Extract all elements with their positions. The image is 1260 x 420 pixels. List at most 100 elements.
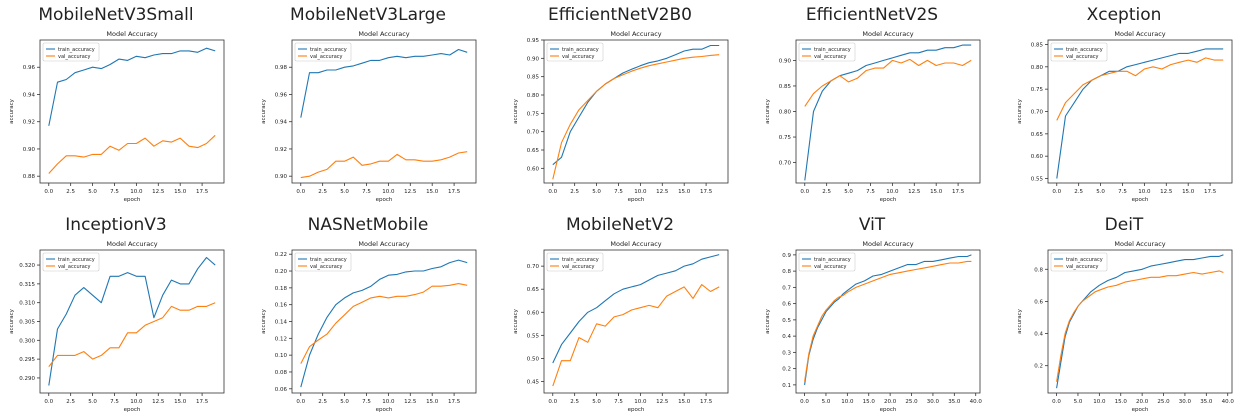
- y-tick-label: 0.88: [23, 174, 36, 180]
- y-tick-label: 0.65: [527, 148, 540, 154]
- train-accuracy-line: [300, 259, 468, 388]
- legend-label: val_accuracy: [58, 54, 91, 60]
- y-tick-label: 0.55: [527, 333, 540, 339]
- x-tick-label: 30.0: [927, 399, 940, 405]
- legend-label: train_accuracy: [1066, 47, 1103, 53]
- x-tick-label: 15.0: [930, 189, 943, 195]
- y-tick-label: 0.55: [1031, 177, 1044, 183]
- y-tick-label: 0.290: [19, 376, 35, 382]
- val-accuracy-line: [804, 58, 972, 107]
- y-tick-label: 0.1: [782, 383, 791, 389]
- accuracy-line-chart: Model Accuracy 0.290 0.295 0.300 0.305 0.310 0…: [9, 240, 225, 413]
- val-accuracy-line: [1056, 270, 1224, 382]
- x-tick-label: 30.0: [1179, 399, 1192, 405]
- y-tick-label: 0.12: [275, 336, 287, 342]
- x-tick-label: 5.0: [88, 189, 97, 195]
- x-tick-label: 0.0: [296, 399, 305, 405]
- x-tick-label: 15.0: [678, 189, 691, 195]
- x-tick-label: 10.0: [130, 189, 143, 195]
- legend-box: [294, 42, 352, 62]
- x-tick-label: 2.5: [318, 399, 327, 405]
- x-tick-label: 17.5: [196, 399, 209, 405]
- accuracy-line-chart: Model Accuracy 0.88 0.90 0.92 0.94 0.96 0.0 2.5…: [9, 30, 225, 203]
- x-tick-label: 12.5: [656, 399, 669, 405]
- chart-title: Model Accuracy: [610, 30, 661, 38]
- y-axis-label: accuracy: [513, 308, 519, 334]
- x-tick-label: 5.0: [592, 189, 601, 195]
- accuracy-line-chart: Model Accuracy 0.70 0.75 0.80 0.85 0.90 0.0 2.5…: [765, 30, 981, 203]
- legend-label: val_accuracy: [310, 264, 343, 270]
- legend-box: [42, 252, 100, 272]
- x-tick-label: 5.0: [592, 399, 601, 405]
- x-tick-label: 15.0: [426, 189, 439, 195]
- chart-title: Model Accuracy: [862, 30, 913, 38]
- x-tick-label: 10.0: [1093, 399, 1106, 405]
- y-tick-label: 0.60: [527, 310, 540, 316]
- x-tick-label: 2.5: [570, 189, 579, 195]
- y-tick-label: 0.80: [527, 93, 540, 99]
- x-tick-label: 5.0: [1096, 189, 1105, 195]
- val-accuracy-line: [552, 284, 720, 387]
- x-tick-label: 17.5: [952, 189, 965, 195]
- model-name-heading: Xception: [1086, 5, 1162, 25]
- legend-label: val_accuracy: [310, 54, 343, 60]
- train-accuracy-line: [300, 48, 468, 118]
- train-accuracy-line: [1056, 254, 1224, 389]
- y-tick-label: 0.65: [527, 287, 540, 293]
- train-accuracy-line: [48, 47, 216, 126]
- y-tick-label: 0.16: [275, 303, 288, 309]
- y-axis-label: accuracy: [1017, 308, 1023, 334]
- x-tick-label: 15.0: [1182, 189, 1195, 195]
- x-tick-label: 35.0: [1200, 399, 1213, 405]
- x-tick-label: 12.5: [404, 399, 417, 405]
- x-tick-label: 20.0: [1136, 399, 1149, 405]
- legend-label: train_accuracy: [58, 47, 95, 53]
- x-axis-label: epoch: [880, 197, 897, 203]
- x-tick-label: 12.5: [908, 189, 921, 195]
- plot-frame: [543, 249, 729, 394]
- x-tick-label: 17.5: [1204, 189, 1217, 195]
- chart-panel: ViT Model Accuracy 0.1 0.2 0.3 0.4 0.5 0.6 0.7 0.…: [756, 210, 1008, 420]
- x-tick-label: 10.0: [1138, 189, 1151, 195]
- model-name-heading: MobileNetV2: [565, 215, 675, 235]
- x-tick-label: 7.5: [614, 399, 623, 405]
- model-name-heading: InceptionV3: [65, 215, 167, 235]
- y-axis-label: accuracy: [261, 308, 267, 334]
- x-tick-label: 5.0: [1074, 399, 1083, 405]
- x-tick-label: 0.0: [800, 189, 809, 195]
- val-accuracy-line: [300, 283, 468, 364]
- y-tick-label: 0.60: [527, 166, 540, 172]
- x-tick-label: 5.0: [822, 399, 831, 405]
- chart-title: Model Accuracy: [358, 240, 409, 248]
- plot-frame: [795, 39, 981, 184]
- y-tick-label: 0.94: [275, 120, 288, 126]
- x-tick-label: 2.5: [570, 399, 579, 405]
- chart-panel: InceptionV3 Model Accuracy 0.290 0.295 0.300…: [0, 210, 252, 420]
- legend-label: val_accuracy: [562, 264, 595, 270]
- accuracy-line-chart: Model Accuracy 0.60 0.65 0.70 0.75 0.80 0.85 0.…: [513, 30, 729, 203]
- y-tick-label: 0.75: [779, 135, 792, 141]
- y-tick-label: 0.8: [1034, 267, 1043, 273]
- legend-label: train_accuracy: [562, 47, 599, 53]
- x-axis-label: epoch: [628, 197, 645, 203]
- x-tick-label: 15.0: [678, 399, 691, 405]
- chart-title: Model Accuracy: [610, 240, 661, 248]
- y-tick-label: 0.9: [782, 253, 791, 259]
- x-tick-label: 10.0: [634, 189, 647, 195]
- legend-label: train_accuracy: [310, 257, 347, 263]
- plot-frame: [291, 39, 477, 184]
- y-tick-label: 0.4: [1034, 332, 1043, 338]
- legend-label: train_accuracy: [310, 47, 347, 53]
- x-axis-label: epoch: [124, 197, 141, 203]
- x-tick-label: 12.5: [656, 189, 669, 195]
- y-tick-label: 0.320: [19, 263, 35, 269]
- x-tick-label: 0.0: [548, 399, 557, 405]
- x-tick-label: 0.0: [296, 189, 305, 195]
- plot-frame: [39, 39, 225, 184]
- x-axis-label: epoch: [376, 197, 393, 203]
- y-tick-label: 0.50: [527, 356, 540, 362]
- chart-panel: DeiT Model Accuracy 0.2 0.4 0.6 0.8 0.0 5.0 10.0…: [1008, 210, 1260, 420]
- train-accuracy-line: [804, 44, 972, 181]
